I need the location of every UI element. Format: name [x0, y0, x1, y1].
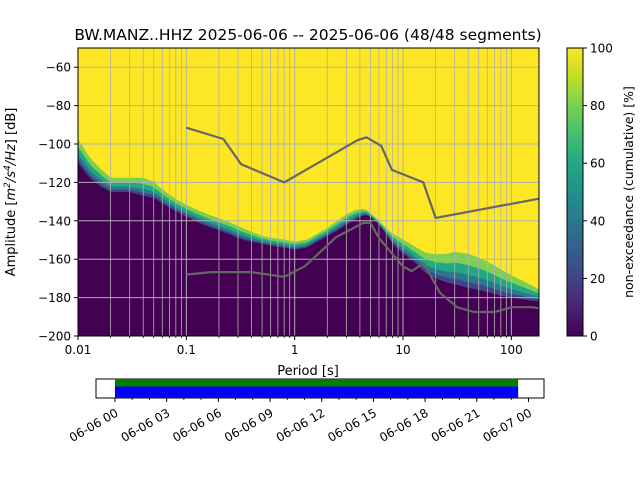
x-tick-label: 0.1 [177, 343, 196, 357]
x-axis-label: Period [s] [277, 364, 339, 379]
timeline-coverage-upper [114, 379, 519, 387]
timeline-tick-label: 06-07 00 [480, 406, 534, 445]
timeline-tick-label: 06-06 03 [119, 406, 173, 445]
y-axis-unit-hz: /Hz [4, 143, 19, 166]
colorbar-tick-label: 20 [590, 272, 605, 286]
y-axis-unit-m-exp: 2 [3, 182, 13, 188]
y-tick-label: −200 [38, 330, 71, 344]
noise-model-curves [185, 126, 540, 314]
timeline-tick-label: 06-06 18 [377, 406, 431, 445]
y-axis-label-main: Amplitude [ [4, 201, 19, 277]
x-axis: 0.01 0.1 1 10 100 [65, 336, 523, 357]
timeline-tick-label: 06-06 06 [170, 406, 224, 445]
colorbar-tick-label: 0 [590, 330, 598, 344]
y-axis-unit-sep: / [4, 176, 19, 183]
y-axis-label: Amplitude [m2/s4/Hz] [dB] [3, 108, 19, 277]
heatmap-bands [78, 139, 539, 336]
colorbar-label: non-exceedance (cumulative) [%] [621, 86, 636, 298]
y-axis-unit-s-exp: 4 [3, 165, 13, 171]
timeline-tick-label: 06-06 00 [67, 406, 121, 445]
timeline-tick-label: 06-06 15 [325, 406, 379, 445]
y-tick-label: −120 [38, 176, 71, 190]
colorbar-tick-label: 40 [590, 214, 605, 228]
y-axis: −60 −80 −100 −120 −140 −160 −180 −200 [38, 61, 78, 344]
y-tick-label: −180 [38, 291, 71, 305]
chart-title: BW.MANZ..HHZ 2025-06-06 -- 2025-06-06 (4… [74, 26, 541, 44]
colorbar-tick-label: 80 [590, 99, 605, 113]
x-tick-label: 1 [291, 343, 299, 357]
plot-frame [77, 47, 540, 337]
noise-model-high-curve [185, 126, 540, 219]
timeline-tick-label: 06-06 09 [222, 406, 276, 445]
colorbar-tick-label: 100 [590, 42, 613, 56]
timeline-coverage-lower [114, 386, 519, 398]
y-tick-label: −80 [46, 99, 71, 113]
x-tick-label: 10 [395, 343, 410, 357]
y-axis-unit-s: s [4, 171, 19, 178]
grid-lines [77, 48, 539, 337]
timeline-tick-label: 06-06 21 [429, 406, 483, 445]
y-tick-label: −160 [38, 253, 71, 267]
colorbar: 0 20 40 60 80 100 non-exceedance (cumulative)… [566, 42, 636, 344]
plot-area: 0.01 0.1 1 10 100 −60 −80 −100 −120 −140 −160 −180… [38, 47, 540, 357]
heatmap-band-purple [78, 163, 539, 336]
y-axis-unit-m: m [4, 188, 19, 201]
colorbar-tick-label: 60 [590, 157, 605, 171]
x-tick-label: 0.01 [65, 343, 92, 357]
y-tick-label: −140 [38, 214, 71, 228]
noise-model-low-curve [186, 221, 540, 314]
y-tick-label: −60 [46, 61, 71, 75]
y-tick-label: −100 [38, 138, 71, 152]
x-tick-label: 100 [500, 343, 523, 357]
y-axis-label-db: ] [dB] [4, 108, 19, 145]
colorbar-ticks: 0 20 40 60 80 100 [583, 42, 613, 344]
colorbar-gradient [566, 47, 584, 337]
timeline-tick-label: 06-06 12 [274, 406, 328, 445]
